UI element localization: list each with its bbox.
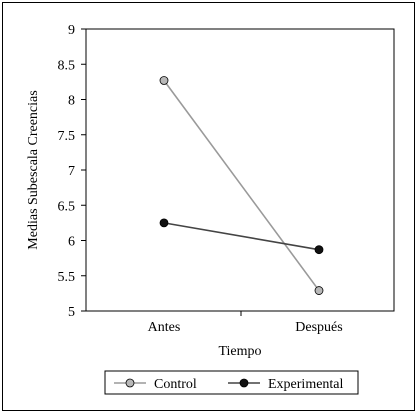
- series-line-control: [163, 79, 320, 292]
- data-point-experimental-1: [314, 245, 324, 255]
- data-point-control-1: [314, 286, 324, 295]
- y-axis-title: Medias Subescala Creencias: [26, 90, 41, 249]
- figure-frame: [2, 2, 415, 411]
- series-layer: [159, 76, 324, 295]
- legend-label-experimental: Experimental: [268, 377, 344, 392]
- data-point-control-0: [159, 76, 169, 85]
- y-tick-label: 6: [68, 235, 75, 250]
- x-axis-title: Tiempo: [218, 344, 261, 359]
- y-axis: 5 5.5 6 6.5 7 7.5 8 8.5 9: [58, 23, 86, 320]
- plot-area: [85, 28, 395, 312]
- y-tick-label: 5.5: [58, 270, 76, 285]
- y-tick-label: 8: [68, 94, 75, 109]
- legend-marker-experimental: [239, 378, 249, 388]
- y-tick-label: 7: [68, 164, 75, 179]
- data-point-experimental-0: [159, 218, 169, 228]
- legend-label-control: Control: [154, 377, 197, 392]
- legend: Control Experimental: [104, 370, 359, 395]
- x-tick-label: Antes: [148, 320, 181, 335]
- y-tick-label: 8.5: [58, 58, 76, 73]
- y-tick-label: 6.5: [58, 199, 76, 214]
- x-axis: Antes Después: [148, 311, 343, 335]
- y-tick-label: 9: [68, 23, 75, 38]
- x-tick-label: Después: [295, 320, 342, 335]
- legend-marker-control: [125, 378, 135, 388]
- plot-border: [85, 28, 395, 312]
- y-tick-label: 5: [68, 305, 75, 320]
- series-line-experimental: [163, 222, 320, 251]
- legend-box: [104, 370, 359, 395]
- y-tick-label: 7.5: [58, 129, 76, 144]
